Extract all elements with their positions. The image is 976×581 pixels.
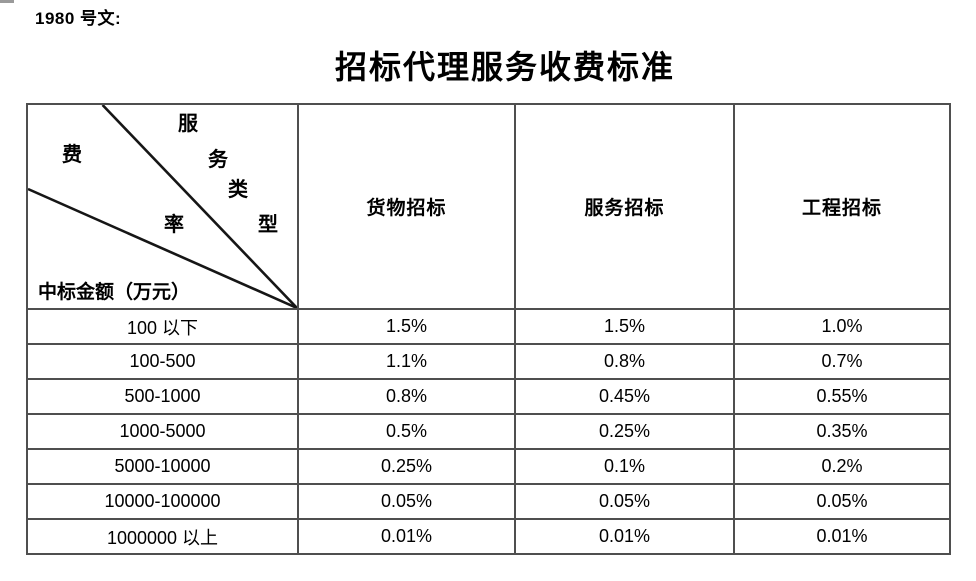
table-row: 10000-100000 0.05% 0.05% 0.05% [26,483,951,520]
corner-service-char-1: 服 [178,113,198,135]
fee-cell: 0.55% [733,378,951,415]
row-label: 10000-100000 [26,483,299,520]
table-row: 500-1000 0.8% 0.45% 0.55% [26,378,951,415]
fee-rate-table: 费 服 务 类 率 型 中标金额（万元） 货物招标 服务招标 工程招标 100 … [26,103,951,555]
fee-cell: 0.05% [514,483,735,520]
diagonal-divider-lines [28,105,297,308]
fee-cell: 1.0% [733,308,951,345]
column-header-goods: 货物招标 [297,103,516,310]
fee-cell: 0.05% [733,483,951,520]
table-row: 5000-10000 0.25% 0.1% 0.2% [26,448,951,485]
column-header-service: 服务招标 [514,103,735,310]
doc-ref-label: 1980 号文: [35,9,122,28]
fee-cell: 0.8% [297,378,516,415]
table-row: 1000000 以上 0.01% 0.01% 0.01% [26,518,951,555]
table-corner-cell: 费 服 务 类 率 型 中标金额（万元） [26,103,299,310]
row-label: 100 以下 [26,308,299,345]
fee-cell: 0.25% [514,413,735,450]
fee-cell: 0.1% [514,448,735,485]
fee-cell: 0.5% [297,413,516,450]
fee-cell: 0.8% [514,343,735,380]
corner-rate-char: 率 [164,214,184,236]
fee-cell: 0.01% [297,518,516,555]
row-label: 1000-5000 [26,413,299,450]
fee-cell: 0.01% [514,518,735,555]
fee-cell: 0.35% [733,413,951,450]
scan-artifact [0,0,14,3]
corner-service-char-2: 务 [208,149,228,171]
fee-cell: 1.5% [297,308,516,345]
table-row: 100 以下 1.5% 1.5% 1.0% [26,308,951,345]
fee-cell: 0.05% [297,483,516,520]
fee-cell: 0.2% [733,448,951,485]
row-label: 5000-10000 [26,448,299,485]
corner-service-char-3: 类 [228,179,248,201]
corner-fee-char: 费 [62,144,82,166]
row-label: 1000000 以上 [26,518,299,555]
table-row: 100-500 1.1% 0.8% 0.7% [26,343,951,380]
fee-cell: 0.45% [514,378,735,415]
table-row: 1000-5000 0.5% 0.25% 0.35% [26,413,951,450]
corner-service-char-4: 型 [258,214,278,236]
row-label: 500-1000 [26,378,299,415]
fee-cell: 1.1% [297,343,516,380]
fee-cell: 0.25% [297,448,516,485]
column-header-engineering: 工程招标 [733,103,951,310]
fee-cell: 1.5% [514,308,735,345]
fee-cell: 0.7% [733,343,951,380]
table-header-row: 费 服 务 类 率 型 中标金额（万元） 货物招标 服务招标 工程招标 [26,103,951,310]
row-label: 100-500 [26,343,299,380]
fee-cell: 0.01% [733,518,951,555]
doc-title: 招标代理服务收费标准 [334,49,675,85]
title-container: 招标代理服务收费标准 [17,42,976,88]
corner-amount-label: 中标金额（万元） [38,282,191,303]
